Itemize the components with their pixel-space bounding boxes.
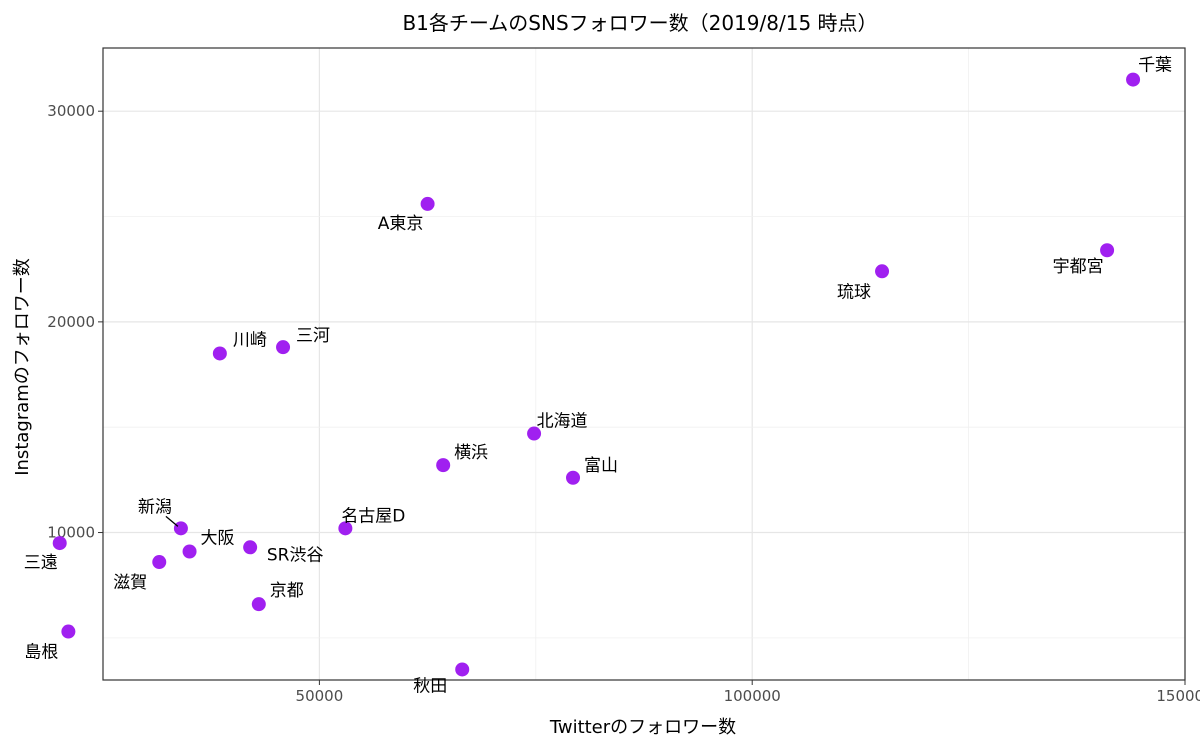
data-point bbox=[173, 521, 188, 536]
data-point bbox=[52, 536, 67, 551]
point-label: 名古屋D bbox=[341, 506, 405, 526]
point-label: 琉球 bbox=[837, 282, 871, 302]
x-tick-label: 100000 bbox=[724, 687, 781, 705]
point-label: SR渋谷 bbox=[267, 545, 324, 565]
point-label: 新潟 bbox=[138, 497, 172, 517]
data-point bbox=[875, 264, 890, 279]
data-point bbox=[455, 662, 470, 677]
chart-title: B1各チームのSNSフォロワー数（2019/8/15 時点） bbox=[402, 11, 877, 35]
label-leader-line bbox=[165, 515, 179, 527]
data-point bbox=[566, 470, 581, 485]
x-axis-title: Twitterのフォロワー数 bbox=[549, 717, 736, 738]
data-point bbox=[338, 521, 353, 536]
data-points bbox=[52, 72, 1141, 677]
data-point bbox=[243, 540, 258, 555]
grid bbox=[102, 48, 1186, 680]
point-label: 北海道 bbox=[537, 412, 588, 432]
data-point bbox=[61, 624, 76, 639]
axis-ticks: 50000100000150000100002000030000 bbox=[47, 102, 1200, 705]
point-label: A東京 bbox=[378, 214, 424, 234]
data-point bbox=[1126, 72, 1141, 87]
point-label: 三河 bbox=[296, 326, 330, 346]
data-point bbox=[276, 340, 291, 355]
y-tick-label: 30000 bbox=[47, 102, 95, 120]
data-point bbox=[182, 544, 197, 559]
point-label: 川崎 bbox=[233, 330, 267, 350]
y-tick-label: 20000 bbox=[47, 313, 95, 331]
y-axis-title: Instagramのフォロワー数 bbox=[12, 258, 33, 476]
point-label: 宇都宮 bbox=[1053, 257, 1104, 277]
data-point bbox=[1100, 243, 1115, 258]
data-point bbox=[436, 458, 451, 473]
data-point bbox=[212, 346, 227, 361]
point-label: 島根 bbox=[24, 643, 58, 663]
x-tick-label: 50000 bbox=[296, 687, 344, 705]
point-label: 横浜 bbox=[454, 443, 488, 463]
data-point bbox=[420, 196, 435, 211]
point-label: 千葉 bbox=[1138, 56, 1172, 76]
point-label: 秋田 bbox=[413, 676, 447, 696]
data-point bbox=[152, 555, 167, 570]
point-label: 滋賀 bbox=[113, 573, 147, 593]
data-point bbox=[251, 597, 266, 612]
point-label: 大阪 bbox=[201, 528, 235, 548]
point-label: 京都 bbox=[270, 581, 304, 601]
x-tick-label: 150000 bbox=[1156, 687, 1200, 705]
data-point bbox=[527, 426, 542, 441]
point-label: 三遠 bbox=[24, 553, 58, 573]
plot-panel-border bbox=[102, 47, 1186, 681]
point-label: 富山 bbox=[584, 456, 618, 476]
